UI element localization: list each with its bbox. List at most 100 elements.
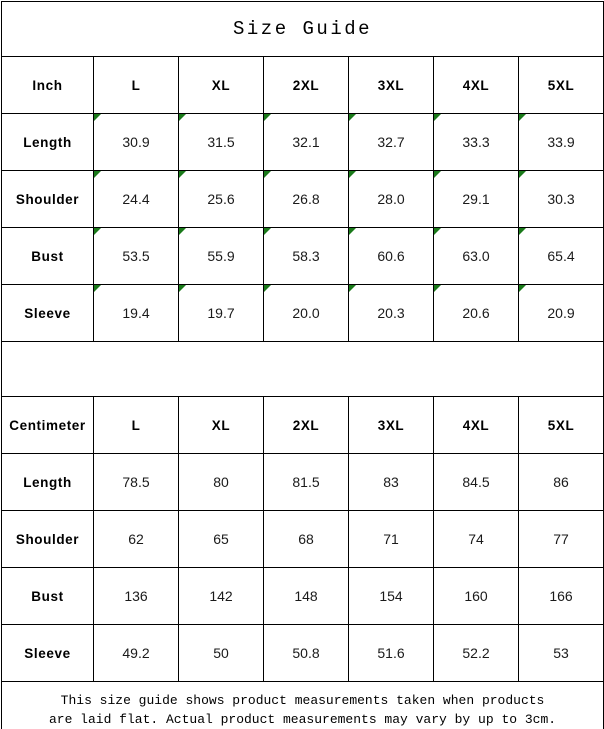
measurement-value-text: 25.6	[207, 191, 235, 207]
size-header-text: XL	[211, 77, 231, 93]
measurement-value-cell: 71	[348, 510, 434, 568]
measurement-label-cell: Sleeve	[1, 284, 94, 342]
measurement-value-cell: 53	[517, 624, 604, 682]
measurement-value-cell: 49.2	[93, 624, 179, 682]
size-header-text: L	[131, 417, 141, 433]
measurement-value-text: 62	[128, 531, 144, 547]
measurement-value-cell: 29.1	[433, 170, 519, 228]
measurement-value-text: 74	[468, 531, 484, 547]
measurement-value-text: 58.3	[292, 248, 320, 264]
measurement-value-text: 68	[298, 531, 314, 547]
table-spacer-row	[0, 341, 604, 397]
measurement-value-text: 148	[294, 588, 318, 604]
size-header-text: 2XL	[292, 77, 320, 93]
size-header-cell: 3XL	[348, 56, 434, 114]
table-row: Sleeve 19.4 19.7 20.0 20.3 20.6 20.9	[1, 284, 604, 342]
cell-comment-flag-icon	[349, 114, 356, 121]
measurement-value-text: 81.5	[292, 474, 320, 490]
measurement-value-text: 63.0	[462, 248, 490, 264]
measurement-label-cell: Shoulder	[1, 510, 94, 568]
cell-comment-flag-icon	[94, 285, 101, 292]
measurement-value-cell: 30.9	[93, 113, 179, 171]
measurement-value-cell: 24.4	[93, 170, 179, 228]
measurement-value-cell: 78.5	[93, 453, 179, 511]
size-header-cell: 2XL	[263, 56, 349, 114]
header-row-centimeter: Centimeter L XL 2XL 3XL 4XL 5XL	[1, 396, 604, 454]
measurement-value-text: 49.2	[122, 645, 150, 661]
cell-comment-flag-icon	[434, 285, 441, 292]
note-line-2: are laid flat. Actual product measuremen…	[48, 712, 557, 727]
measurement-value-text: 26.8	[292, 191, 320, 207]
measurement-value-text: 19.7	[207, 305, 235, 321]
cell-comment-flag-icon	[264, 285, 271, 292]
cell-comment-flag-icon	[179, 228, 186, 235]
size-header-cell: 2XL	[263, 396, 349, 454]
measurement-label-cell: Length	[1, 453, 94, 511]
cell-comment-flag-icon	[264, 228, 271, 235]
page-title: Size Guide	[0, 1, 604, 57]
measurement-value-cell: 83	[348, 453, 434, 511]
note-row: This size guide shows product measuremen…	[0, 681, 604, 729]
measurement-value-cell: 20.3	[348, 284, 434, 342]
page-title-text: Size Guide	[233, 18, 373, 40]
size-header-text: 5XL	[547, 417, 575, 433]
cell-comment-flag-icon	[349, 285, 356, 292]
size-header-cell: 3XL	[348, 396, 434, 454]
measurement-label-text: Sleeve	[24, 645, 71, 661]
table-row: Bust 53.5 55.9 58.3 60.6 63.0 65.4	[1, 227, 604, 285]
measurement-label-text: Length	[23, 474, 72, 490]
measurement-value-text: 20.9	[547, 305, 575, 321]
measurement-value-text: 20.3	[377, 305, 405, 321]
measurement-value-cell: 63.0	[433, 227, 519, 285]
cell-comment-flag-icon	[434, 114, 441, 121]
size-header-cell: 5XL	[517, 56, 604, 114]
measurement-value-text: 83	[383, 474, 399, 490]
measurement-value-text: 78.5	[122, 474, 150, 490]
measurement-value-cell: 55.9	[178, 227, 264, 285]
title-row: Size Guide	[0, 1, 604, 57]
measurement-value-cell: 53.5	[93, 227, 179, 285]
size-header-cell: XL	[178, 396, 264, 454]
cell-comment-flag-icon	[264, 114, 271, 121]
size-header-cell: XL	[178, 56, 264, 114]
measurement-value-cell: 160	[433, 567, 519, 625]
measurement-value-text: 32.7	[377, 134, 405, 150]
measurement-value-cell: 25.6	[178, 170, 264, 228]
table-row: Bust 136 142 148 154 160 166	[1, 567, 604, 625]
unit-header-text: Inch	[32, 77, 63, 93]
measurement-label-cell: Bust	[1, 567, 94, 625]
cell-comment-flag-icon	[434, 228, 441, 235]
measurement-label-cell: Shoulder	[1, 170, 94, 228]
measurement-value-text: 55.9	[207, 248, 235, 264]
measurement-value-cell: 65	[178, 510, 264, 568]
measurement-label-text: Shoulder	[15, 191, 80, 207]
table-row: Shoulder 62 65 68 71 74 77	[1, 510, 604, 568]
measurement-value-cell: 136	[93, 567, 179, 625]
measurement-value-text: 65	[213, 531, 229, 547]
measurement-value-text: 30.3	[547, 191, 575, 207]
measurement-value-cell: 50	[178, 624, 264, 682]
size-header-text: 3XL	[377, 77, 405, 93]
measurement-value-cell: 60.6	[348, 227, 434, 285]
measurement-value-text: 50	[213, 645, 229, 661]
size-header-cell: 4XL	[433, 56, 519, 114]
measurement-value-text: 136	[124, 588, 148, 604]
cell-comment-flag-icon	[519, 114, 526, 121]
measurement-value-text: 52.2	[462, 645, 490, 661]
cell-comment-flag-icon	[519, 171, 526, 178]
measurement-label-text: Bust	[31, 248, 64, 264]
measurement-value-text: 32.1	[292, 134, 320, 150]
cell-comment-flag-icon	[179, 171, 186, 178]
measurement-value-cell: 51.6	[348, 624, 434, 682]
measurement-value-cell: 166	[517, 567, 604, 625]
measurement-label-cell: Sleeve	[1, 624, 94, 682]
measurement-value-text: 30.9	[122, 134, 150, 150]
measurement-value-cell: 32.7	[348, 113, 434, 171]
size-header-text: 5XL	[547, 77, 575, 93]
measurement-value-text: 80	[213, 474, 229, 490]
measurement-value-text: 65.4	[547, 248, 575, 264]
measurement-value-text: 31.5	[207, 134, 235, 150]
size-header-text: 2XL	[292, 417, 320, 433]
